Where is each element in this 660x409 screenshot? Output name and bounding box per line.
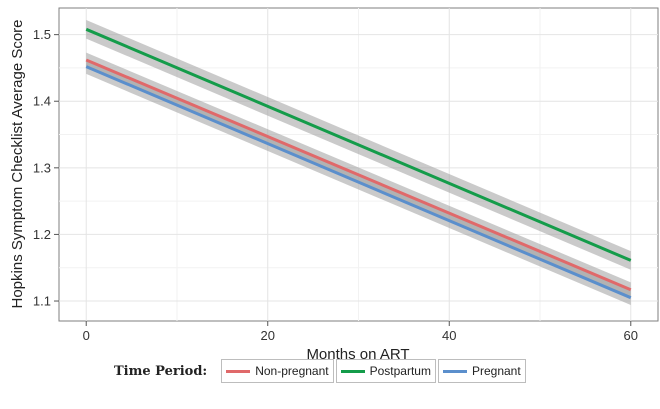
axes: 0 20 40 60 1.1 1.2 1.3 1.4 1.5: [33, 27, 638, 343]
legend-item-postpartum: Postpartum: [335, 359, 436, 383]
x-axis-label: Months on ART: [306, 346, 409, 363]
y-tick-label: 1.2: [33, 227, 51, 242]
legend-swatch-pregnant: [442, 369, 467, 373]
series-line-non-pregnant: [85, 58, 632, 292]
x-tick-label: 40: [442, 328, 456, 343]
y-axis-label: Hopkins Symptom Checklist Average Score: [9, 19, 26, 308]
y-tick-label: 1.4: [33, 94, 51, 109]
y-tick-label: 1.5: [33, 27, 51, 42]
legend-item-pregnant: Pregnant: [437, 359, 526, 383]
series-line-pregnant: [85, 65, 632, 300]
series-lines: [85, 27, 632, 300]
legend-label-non-pregnant: Non-pregnant: [255, 364, 329, 378]
legend: Time Period: Non-pregnant Postpartum Pre…: [114, 358, 544, 384]
legend-title: Time Period:: [114, 363, 208, 379]
legend-item-non-pregnant: Non-pregnant: [221, 359, 334, 383]
y-tick-label: 1.3: [33, 160, 51, 175]
grid-lines: [59, 8, 658, 321]
legend-label-pregnant: Pregnant: [471, 364, 521, 378]
y-tick-label: 1.1: [33, 294, 51, 309]
legend-swatch-non-pregnant: [226, 369, 251, 373]
x-tick-label: 0: [83, 328, 90, 343]
series-line-postpartum: [85, 27, 632, 262]
x-tick-label: 60: [624, 328, 638, 343]
x-tick-label: 20: [261, 328, 275, 343]
legend-swatch-postpartum: [340, 369, 365, 373]
legend-label-postpartum: Postpartum: [369, 364, 431, 378]
